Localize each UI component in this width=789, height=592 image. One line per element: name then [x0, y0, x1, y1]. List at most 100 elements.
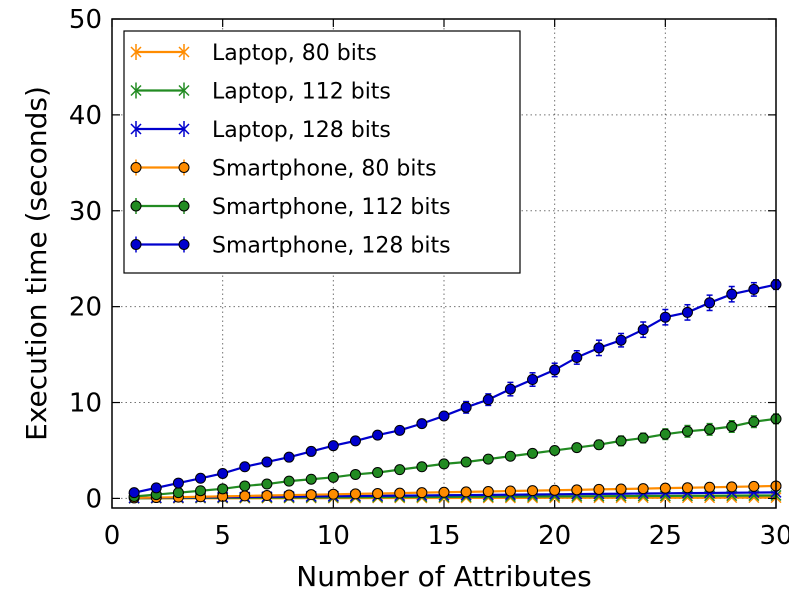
data-point — [460, 401, 472, 413]
legend-marker — [178, 239, 190, 250]
series-5 — [128, 279, 782, 499]
data-point — [593, 483, 605, 495]
data-point — [128, 487, 140, 499]
data-point — [416, 487, 428, 499]
data-point — [217, 483, 229, 495]
data-point — [549, 484, 561, 496]
data-point — [504, 383, 516, 395]
x-tick-label: 20 — [538, 521, 571, 551]
data-point — [681, 425, 693, 437]
axis-ticks: 0 5 10 15 20 25 30 0 10 20 30 40 50 — [69, 5, 789, 551]
legend-label: Smartphone, 80 bits — [212, 157, 437, 182]
y-axis-label: Execution time (seconds) — [20, 86, 53, 441]
data-point — [460, 486, 472, 498]
data-point — [615, 435, 627, 447]
data-point — [438, 458, 450, 470]
legend-marker — [130, 200, 142, 212]
data-point — [748, 283, 760, 295]
data-point — [748, 492, 760, 504]
data-point — [327, 440, 339, 452]
data-point — [681, 306, 693, 318]
data-point — [416, 461, 428, 473]
legend-marker — [130, 162, 142, 173]
legend-label: Smartphone, 112 bits — [212, 195, 451, 220]
data-point — [637, 432, 649, 444]
data-point — [460, 456, 472, 468]
data-point — [305, 445, 317, 457]
data-point — [726, 481, 738, 493]
data-point — [394, 487, 406, 499]
y-tick-label: 20 — [69, 293, 102, 323]
data-point — [195, 472, 207, 484]
legend-marker — [178, 46, 190, 58]
data-point — [659, 311, 671, 323]
data-point — [527, 485, 539, 497]
data-point — [239, 490, 251, 502]
data-point — [549, 364, 561, 376]
legend-label: Smartphone, 128 bits — [212, 234, 451, 259]
data-point — [195, 485, 207, 497]
data-point — [239, 461, 251, 473]
data-point — [527, 447, 539, 459]
legend-marker — [178, 84, 190, 97]
data-point — [704, 492, 716, 504]
data-point — [593, 342, 605, 354]
data-point — [659, 482, 671, 494]
data-point — [482, 394, 494, 406]
data-point — [726, 288, 738, 300]
data-point — [261, 456, 273, 468]
data-point — [394, 424, 406, 436]
data-point — [239, 480, 251, 492]
x-tick-label: 10 — [317, 521, 350, 551]
data-point — [593, 439, 605, 451]
series-4 — [128, 413, 782, 502]
data-point — [150, 482, 162, 494]
data-point — [261, 478, 273, 490]
data-point — [571, 484, 583, 496]
x-tick-label: 25 — [649, 521, 682, 551]
data-point — [372, 467, 384, 479]
y-tick-label: 40 — [69, 101, 102, 131]
legend-marker — [130, 84, 142, 97]
x-tick-label: 0 — [104, 521, 121, 551]
legend-marker — [178, 200, 190, 212]
data-point — [283, 475, 295, 487]
data-point — [615, 334, 627, 346]
series-3 — [128, 480, 782, 504]
legend-item: Smartphone, 80 bits — [130, 157, 437, 182]
data-point — [305, 489, 317, 501]
data-point — [659, 428, 671, 440]
data-point — [748, 416, 760, 428]
legend-marker — [130, 123, 142, 135]
data-point — [394, 464, 406, 476]
data-point — [349, 468, 361, 480]
x-axis-label: Number of Attributes — [296, 560, 592, 592]
data-point — [637, 324, 649, 336]
data-point — [327, 471, 339, 483]
data-point — [504, 450, 516, 462]
legend-label: Laptop, 128 bits — [212, 118, 391, 143]
y-tick-label: 10 — [69, 389, 102, 419]
data-point — [305, 473, 317, 485]
data-point — [637, 483, 649, 495]
x-tick-label: 5 — [214, 521, 231, 551]
legend: Laptop, 80 bits Laptop, 112 bits Laptop, 1… — [123, 30, 521, 274]
legend-item: Laptop, 128 bits — [130, 118, 391, 143]
data-point — [372, 488, 384, 500]
legend-marker — [178, 162, 190, 173]
data-point — [681, 492, 693, 504]
plot-series — [128, 279, 782, 504]
legend-marker — [130, 239, 142, 250]
data-point — [571, 351, 583, 363]
legend-label: Laptop, 80 bits — [212, 41, 377, 66]
data-point — [681, 482, 693, 494]
data-point — [349, 488, 361, 500]
legend-label: Laptop, 112 bits — [212, 80, 391, 105]
data-point — [726, 492, 738, 504]
data-point — [327, 488, 339, 500]
data-point — [172, 477, 184, 489]
data-point — [438, 410, 450, 422]
legend-box — [123, 30, 521, 274]
data-point — [438, 486, 450, 498]
